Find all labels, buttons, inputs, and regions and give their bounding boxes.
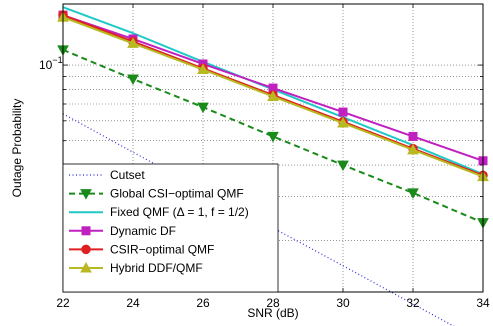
legend: Cutset Global CSI−optimal QMF Fixed QMF (Δ… (62, 163, 279, 293)
circle-marker (81, 244, 91, 255)
legend-label: Fixed QMF (Δ = 1, f = 1/2) (110, 205, 249, 219)
legend-label: Hybrid DDF/QMF (110, 261, 203, 275)
legend-entry: CSIR−optimal QMF (69, 242, 214, 256)
x-tick-label: 24 (126, 296, 140, 310)
x-tick-label: 22 (56, 296, 70, 310)
x-tick-label: 32 (406, 296, 420, 310)
legend-entry: Dynamic DF (69, 224, 176, 238)
y-tick-exponent: −1 (52, 55, 62, 65)
x-tick-label: 30 (336, 296, 350, 310)
triangle-up-marker (127, 37, 139, 48)
x-tick-label: 28 (266, 296, 280, 310)
legend-box (62, 163, 279, 293)
triangle-up-marker (337, 116, 349, 128)
y-tick-label: 10−1 (39, 55, 63, 72)
triangle-down-marker (337, 160, 349, 172)
series-hybrid-ddf-qmf (57, 11, 489, 182)
x-tick-label: 34 (476, 296, 490, 310)
legend-label: CSIR−optimal QMF (110, 242, 214, 256)
triangle-down-marker (127, 74, 139, 86)
x-axis-title: SNR (dB) (247, 306, 298, 320)
triangle-down-marker (197, 102, 209, 114)
legend-label: Global CSI−optimal QMF (110, 187, 244, 201)
square-marker (81, 226, 91, 236)
y-tick-base: 10 (39, 58, 53, 72)
axis-ticks: 22 24 26 28 30 32 34 10−1 (39, 4, 490, 310)
y-axis-title: Outage Probability (10, 99, 24, 198)
legend-entry: Global CSI−optimal QMF (69, 187, 244, 201)
series-global-csi-optimal-qmf (57, 45, 489, 229)
legend-entry: Hybrid DDF/QMF (69, 261, 203, 275)
square-marker (408, 131, 418, 141)
legend-entry: Cutset (69, 168, 145, 182)
triangle-up-marker (407, 143, 419, 155)
triangle-up-marker (80, 261, 92, 273)
x-tick-label: 26 (196, 296, 210, 310)
triangle-down-marker (267, 131, 279, 143)
square-marker (338, 107, 348, 117)
legend-label: Dynamic DF (110, 224, 176, 238)
triangle-down-marker (80, 189, 92, 200)
triangle-up-marker (197, 63, 209, 75)
legend-entry: Fixed QMF (Δ = 1, f = 1/2) (69, 205, 249, 219)
legend-label: Cutset (110, 168, 145, 182)
triangle-down-marker (407, 188, 419, 199)
triangle-up-marker (267, 90, 279, 101)
